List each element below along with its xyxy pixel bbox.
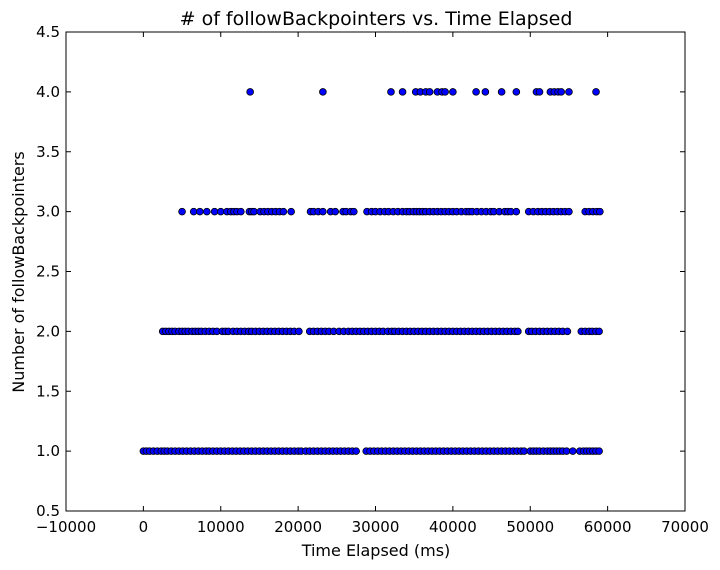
- data-point: [449, 88, 457, 96]
- data-point: [189, 207, 198, 216]
- data-point: [279, 207, 288, 216]
- data-point: [565, 207, 573, 216]
- data-point: [216, 207, 225, 216]
- x-tick-label: 50000: [506, 518, 554, 536]
- y-tick-label: 2.0: [36, 322, 60, 340]
- data-point: [481, 88, 490, 96]
- data-point: [557, 88, 565, 96]
- y-axis-label: Number of followBackpointers: [9, 151, 28, 392]
- data-point: [441, 88, 449, 96]
- data-point: [497, 88, 506, 96]
- x-tick-label: 10000: [197, 518, 245, 536]
- data-point: [535, 88, 544, 96]
- x-tick-label: −10000: [36, 518, 96, 536]
- x-tick-label: 40000: [429, 518, 477, 536]
- x-tick-label: 30000: [352, 518, 400, 536]
- x-tick-label: 70000: [661, 518, 709, 536]
- x-tick-label: 0: [139, 518, 149, 536]
- data-point: [246, 88, 254, 96]
- data-point: [319, 207, 327, 216]
- x-tick-label: 60000: [584, 518, 632, 536]
- ticks-layer: −10000 0 10000 20000 30000 40000 50000 60000 700…: [36, 23, 709, 536]
- data-point: [520, 447, 528, 455]
- data-point: [472, 88, 480, 96]
- data-point: [592, 88, 600, 96]
- x-axis-label: Time Elapsed (ms): [301, 541, 451, 560]
- y-tick-label: 1.0: [36, 442, 60, 460]
- data-point: [352, 447, 360, 455]
- data-point: [203, 207, 211, 216]
- data-point: [287, 207, 295, 216]
- data-point: [319, 88, 327, 96]
- data-point: [331, 207, 340, 216]
- x-tick-label: 20000: [274, 518, 322, 536]
- data-point: [512, 207, 521, 216]
- data-point: [425, 88, 434, 96]
- data-point: [250, 207, 258, 216]
- data-point: [514, 327, 522, 336]
- data-point: [596, 207, 604, 216]
- plot-frame: [65, 31, 686, 512]
- data-point: [563, 327, 572, 336]
- y-tick-label: 3.0: [36, 203, 60, 221]
- data-point: [595, 447, 603, 455]
- y-tick-label: 2.5: [36, 263, 60, 281]
- data-point: [387, 88, 395, 96]
- y-tick-label: 0.5: [36, 502, 60, 520]
- y-tick-label: 3.5: [36, 143, 60, 161]
- data-point: [562, 447, 571, 455]
- data-point: [295, 327, 303, 336]
- data-point: [196, 207, 204, 216]
- data-point: [237, 207, 245, 216]
- data-point: [210, 207, 219, 216]
- data-point: [178, 207, 186, 216]
- y-tick-label: 1.5: [36, 382, 60, 400]
- data-point: [595, 327, 603, 336]
- data-point: [350, 207, 358, 216]
- y-tick-label: 4.5: [36, 23, 60, 41]
- data-point: [565, 88, 573, 96]
- y-tick-label: 4.0: [36, 83, 60, 101]
- points-layer: [139, 88, 604, 455]
- data-point: [398, 88, 407, 96]
- data-point: [569, 447, 577, 455]
- data-point: [512, 88, 521, 96]
- chart-title: # of followBackpointers vs. Time Elapsed: [180, 8, 573, 30]
